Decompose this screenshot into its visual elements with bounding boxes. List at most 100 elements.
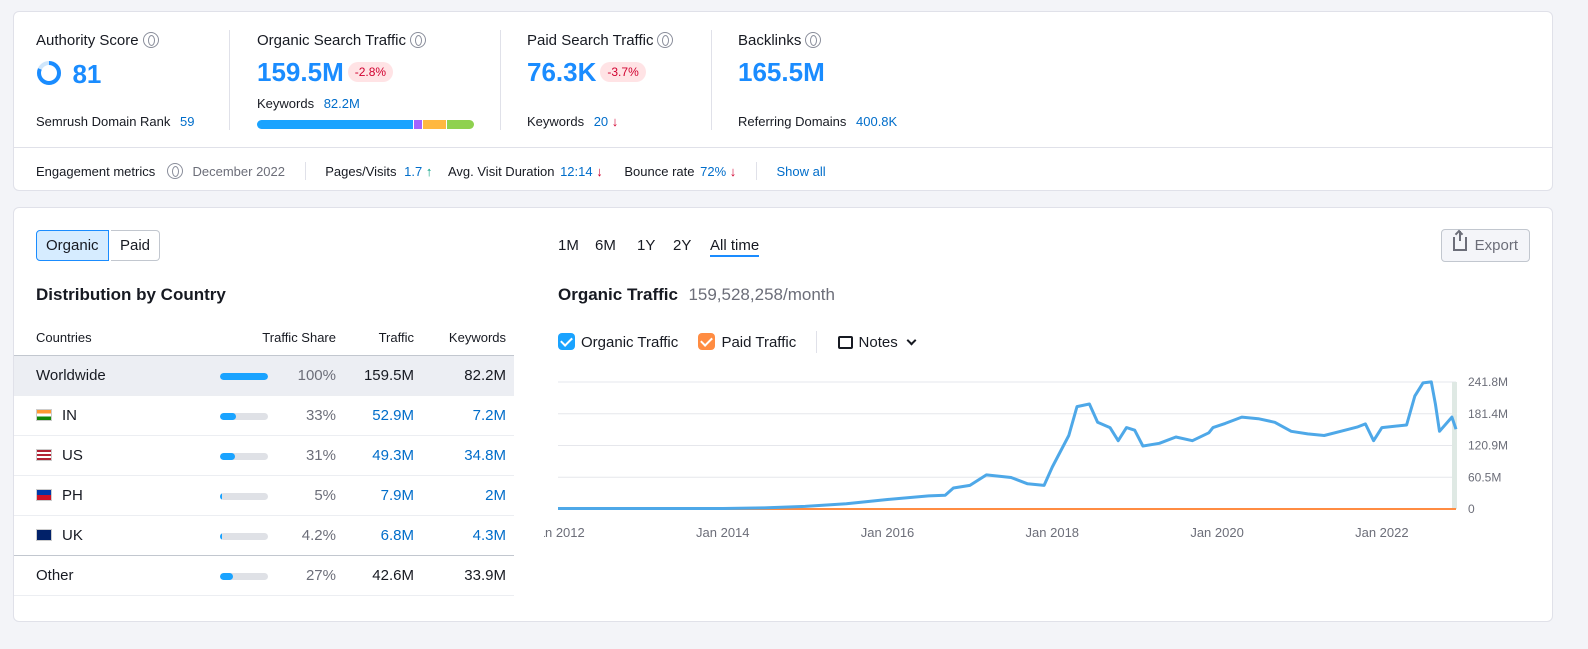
organic-change-badge: -2.8% (347, 62, 394, 82)
divider (755, 162, 757, 180)
country-table: Countries Traffic Share Traffic Keywords… (14, 320, 514, 610)
traffic-share-value: 27% (305, 567, 336, 584)
organic-traffic-chart[interactable]: 241.8M 181.4M 120.9M 60.5M 0 Jan 2012 Jan 2014… (544, 368, 1544, 548)
keywords-value[interactable]: 34.8M (464, 447, 506, 464)
x-tick-label: Jan 2022 (1355, 525, 1409, 540)
organic-keywords: Keywords 82.2M (257, 96, 360, 111)
country-name: Other (36, 567, 74, 584)
organic-traffic-number[interactable]: 159.5M (257, 57, 344, 87)
traffic-value: 159.5M (363, 367, 414, 384)
column-header-traffic[interactable]: Traffic (378, 330, 414, 345)
period-2y[interactable]: 2Y (673, 237, 692, 254)
notes-dropdown[interactable]: Notes (837, 334, 917, 351)
authority-ring-icon (37, 61, 61, 85)
keyword-bar-segment (421, 120, 446, 129)
paid-keywords-label: Keywords (527, 114, 585, 129)
backlinks-title: Backlinks (738, 32, 802, 49)
column-header-traffic-share[interactable]: Traffic Share (262, 330, 336, 345)
x-tick-label: Jan 2014 (696, 525, 750, 540)
globe-icon (805, 32, 822, 48)
period-1y[interactable]: 1Y (637, 237, 656, 254)
table-row[interactable]: IN 33% 52.9M 7.2M (14, 396, 514, 436)
referring-domains-label: Referring Domains (738, 114, 847, 129)
backlinks-number[interactable]: 165.5M (738, 57, 825, 87)
x-tick-label: Jan 2012 (544, 525, 585, 540)
traffic-share-value: 100% (297, 367, 336, 384)
country-name: PH (62, 487, 83, 504)
tab-organic[interactable]: Organic (36, 230, 109, 261)
traffic-share-bar (220, 453, 268, 460)
table-row[interactable]: UK 4.2% 6.8M 4.3M (14, 516, 514, 556)
organic-traffic-title: Organic Search Traffic (257, 32, 406, 49)
paid-traffic-label: Paid Search Traffic (527, 32, 674, 49)
pages-visits-value[interactable]: 1.7 (404, 164, 423, 179)
y-tick-label: 120.9M (1468, 439, 1508, 453)
traffic-value[interactable]: 49.3M (372, 447, 414, 464)
y-tick-label: 181.4M (1468, 407, 1508, 421)
checkbox-icon (698, 333, 716, 350)
globe-icon (166, 163, 183, 179)
traffic-share-value: 33% (305, 407, 336, 424)
arrow-down-icon: ↓ (596, 164, 603, 179)
traffic-share-bar (220, 373, 268, 380)
table-row[interactable]: US 31% 49.3M 34.8M (14, 436, 514, 476)
keywords-value[interactable]: 2M (485, 487, 506, 504)
domain-rank-link[interactable]: 59 (180, 114, 195, 129)
table-row[interactable]: Other 27% 42.6M 33.9M (14, 556, 514, 596)
table-row[interactable]: Worldwide 100% 159.5M 82.2M (14, 356, 514, 396)
globe-icon (657, 32, 674, 48)
table-row[interactable]: PH 5% 7.9M 2M (14, 476, 514, 516)
y-tick-label: 0 (1468, 502, 1475, 516)
chart-edge-marker (1452, 382, 1457, 509)
divider (14, 147, 1552, 148)
period-all-time[interactable]: All time (710, 237, 760, 257)
paid-traffic-number[interactable]: 76.3K (527, 57, 597, 87)
globe-icon (142, 32, 159, 48)
chart-header: Organic Traffic 159,528,258/month (558, 285, 835, 305)
divider (14, 355, 514, 356)
country-name: Worldwide (36, 367, 106, 384)
column-header-keywords[interactable]: Keywords (448, 330, 506, 345)
keywords-value[interactable]: 4.3M (472, 527, 506, 544)
traffic-value[interactable]: 52.9M (372, 407, 414, 424)
paid-keywords-link[interactable]: 20 (593, 114, 609, 129)
keywords-value: 33.9M (464, 567, 506, 584)
divider (500, 30, 501, 130)
export-button[interactable]: Export (1440, 229, 1530, 262)
paid-traffic-title: Paid Search Traffic (527, 32, 654, 49)
bounce-rate-value[interactable]: 72% (700, 164, 727, 179)
period-1m[interactable]: 1M (558, 237, 579, 254)
engagement-date: December 2022 (192, 164, 285, 179)
legend-paid-label: Paid Traffic (721, 334, 797, 351)
domain-rank: Semrush Domain Rank 59 (36, 114, 194, 129)
traffic-share-value: 4.2% (301, 527, 336, 544)
x-tick-label: Jan 2018 (1026, 525, 1080, 540)
divider (229, 30, 230, 130)
chart-title: Organic Traffic (558, 285, 678, 304)
flag-in-icon (36, 409, 52, 421)
domain-rank-label: Semrush Domain Rank (36, 114, 171, 129)
tab-paid[interactable]: Paid (111, 230, 161, 261)
authority-score-title: Authority Score (36, 32, 139, 49)
country-name: UK (62, 527, 83, 544)
organic-traffic-value: 159.5M -2.8% (257, 57, 394, 88)
chart-legend: Organic Traffic Paid Traffic Notes (558, 331, 917, 353)
traffic-value[interactable]: 7.9M (380, 487, 414, 504)
traffic-value[interactable]: 6.8M (380, 527, 414, 544)
traffic-share-bar (220, 493, 268, 500)
keywords-value[interactable]: 7.2M (472, 407, 506, 424)
period-6m[interactable]: 6M (595, 237, 616, 254)
traffic-share-value: 5% (314, 487, 336, 504)
x-tick-label: Jan 2016 (861, 525, 915, 540)
backlinks-label: Backlinks (738, 32, 822, 49)
x-tick-label: Jan 2020 (1190, 525, 1244, 540)
legend-paid[interactable]: Paid Traffic (698, 333, 797, 351)
referring-domains-link[interactable]: 400.8K (856, 114, 898, 129)
legend-organic[interactable]: Organic Traffic (558, 333, 678, 351)
country-name: US (62, 447, 83, 464)
show-all-link[interactable]: Show all (776, 164, 826, 179)
organic-keywords-link[interactable]: 82.2M (323, 96, 360, 111)
checkbox-icon (558, 333, 575, 350)
visit-duration-label: Avg. Visit Duration (447, 164, 555, 179)
visit-duration-value[interactable]: 12:14 (560, 164, 593, 179)
